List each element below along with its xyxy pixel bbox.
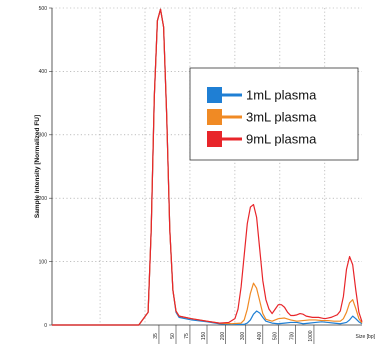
x-tick-label: 150 [201, 332, 207, 341]
x-tick-label: 500 [273, 332, 279, 341]
legend-swatch [207, 131, 222, 147]
x-tick-label: 300 [240, 332, 246, 341]
legend-label: 1mL plasma [246, 88, 317, 103]
legend-swatch [207, 109, 222, 125]
series-line-3 [52, 8, 363, 326]
series-layer [52, 8, 363, 326]
y-tick-label: 400 [39, 69, 48, 75]
y-tick-label: 0 [44, 323, 47, 329]
legend-label: 3mL plasma [246, 110, 317, 125]
y-tick-label: 300 [39, 133, 48, 139]
y-tick-label: 100 [39, 259, 48, 265]
x-tick-label: 35 [153, 333, 159, 339]
grid [52, 7, 362, 325]
series-line-2 [52, 8, 363, 326]
x-axis-title: Size [bp] [356, 334, 376, 340]
x-tick-label: 400 [257, 332, 263, 341]
x-tick-label: 50 [170, 333, 176, 339]
x-tick-label: 200 [220, 332, 226, 341]
legend-label: 9mL plasma [246, 132, 317, 147]
legend: 1mL plasma 3mL plasma 9mL plasma [189, 67, 359, 161]
legend-swatch [207, 87, 222, 103]
y-axis-title: Sample Intensity [Normalized FU] [34, 115, 41, 218]
axes [49, 7, 362, 344]
x-tick-label: 1000 [308, 330, 314, 341]
series-line-1 [52, 8, 363, 326]
labels: 0 100 200 300 400 500 35 50 75 150 200 300 400 500 700… [34, 6, 376, 342]
x-tick-label: 75 [184, 333, 190, 339]
y-tick-label: 500 [39, 6, 48, 12]
y-tick-label: 200 [39, 196, 48, 202]
x-tick-label: 700 [290, 332, 296, 341]
